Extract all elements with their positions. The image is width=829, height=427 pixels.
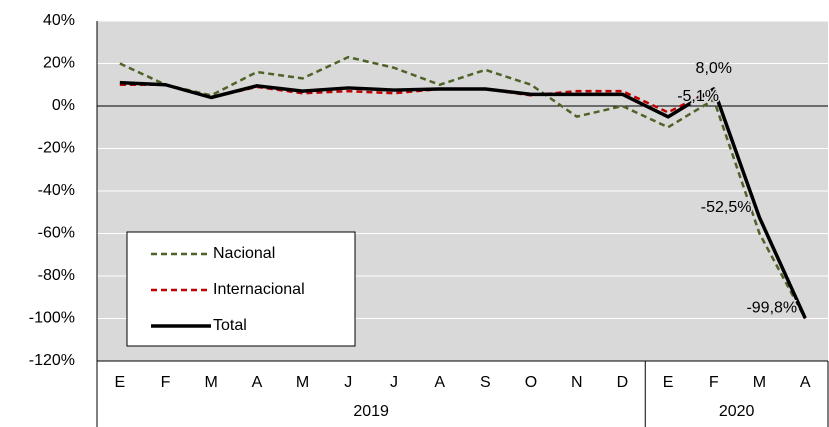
x-tick-label: F <box>709 374 719 391</box>
x-tick-label: D <box>617 374 629 391</box>
data-label: 8,0% <box>696 60 732 77</box>
y-tick-label: 0% <box>52 97 75 114</box>
x-tick-label: E <box>115 374 126 391</box>
x-tick-label: S <box>480 374 491 391</box>
y-tick-label: 20% <box>43 55 75 72</box>
x-tick-label: O <box>525 374 537 391</box>
x-tick-label: F <box>161 374 171 391</box>
y-tick-label: -60% <box>38 225 75 242</box>
x-tick-label: E <box>663 374 674 391</box>
x-tick-label: M <box>753 374 766 391</box>
y-tick-label: -100% <box>29 310 75 327</box>
y-tick-label: -40% <box>38 182 75 199</box>
x-tick-label: N <box>571 374 583 391</box>
legend-label: Internacional <box>213 281 305 298</box>
y-tick-label: -20% <box>38 140 75 157</box>
x-tick-label: A <box>252 374 263 391</box>
data-label: -99,8% <box>746 299 797 316</box>
x-tick-label: J <box>390 374 398 391</box>
legend-label: Nacional <box>213 245 275 262</box>
series-line <box>119 83 807 320</box>
data-label: -5,1% <box>677 88 719 105</box>
y-tick-label: -120% <box>29 352 75 369</box>
x-tick-label: M <box>205 374 218 391</box>
group-label: 2020 <box>719 403 755 420</box>
series-line <box>119 55 807 320</box>
x-tick-label: M <box>296 374 309 391</box>
x-tick-label: A <box>800 374 811 391</box>
legend-label: Total <box>213 317 247 334</box>
x-tick-label: J <box>344 374 352 391</box>
x-tick-label: A <box>434 374 445 391</box>
data-label: -52,5% <box>701 199 752 216</box>
y-tick-label: 40% <box>43 12 75 29</box>
y-tick-label: -80% <box>38 267 75 284</box>
group-label: 2019 <box>353 403 389 420</box>
series-line <box>119 80 807 319</box>
